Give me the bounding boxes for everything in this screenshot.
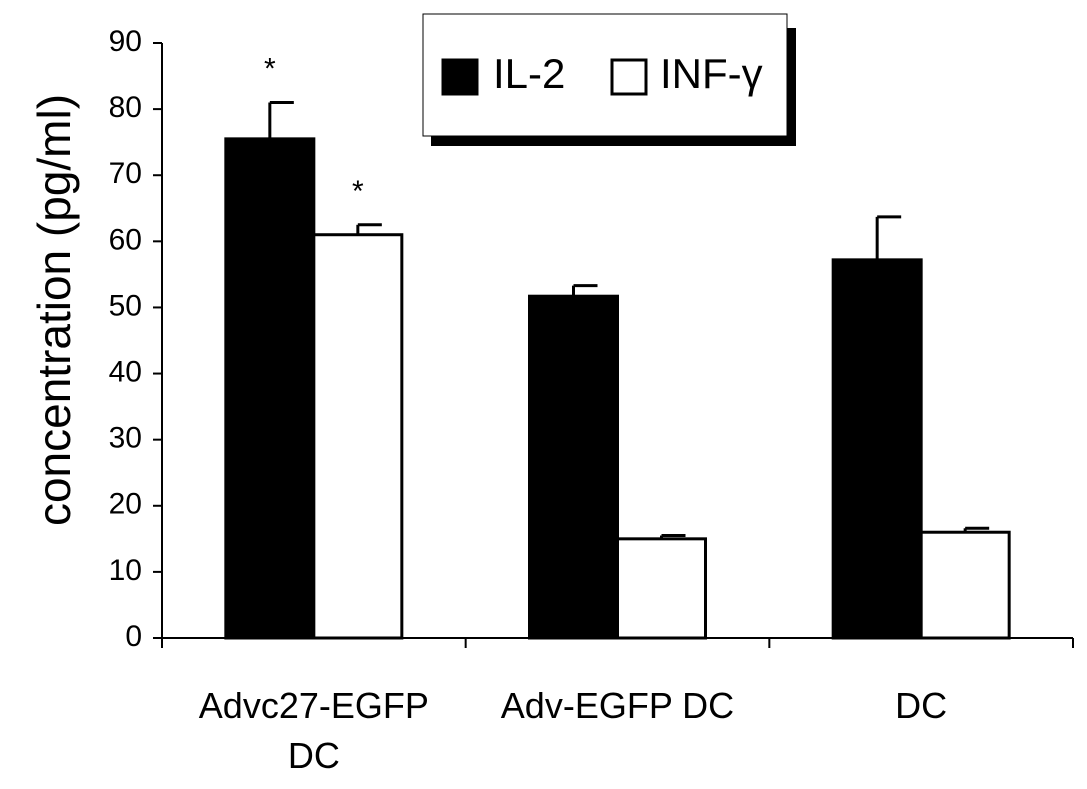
y-tick-label: 90 xyxy=(109,25,142,58)
legend-swatch xyxy=(441,58,479,96)
legend: IL-2 INF-γ xyxy=(422,13,796,146)
x-tick-label: Advc27-EGFP xyxy=(199,685,429,726)
bar xyxy=(224,137,316,640)
bars: ** xyxy=(224,53,1011,640)
y-tick-label: 30 xyxy=(109,422,142,455)
bar xyxy=(312,233,404,640)
bar xyxy=(831,258,923,640)
y-tick-label: 0 xyxy=(125,620,142,653)
bar xyxy=(919,530,1011,640)
y-tick-label: 50 xyxy=(109,289,142,322)
x-tick-label: DC xyxy=(288,735,340,776)
x-tick-label: DC xyxy=(895,685,947,726)
y-tick-label: 80 xyxy=(109,91,142,124)
legend-label: INF-γ xyxy=(660,50,763,97)
y-axis: 0 10 20 30 40 50 60 70 80 90 xyxy=(109,25,163,653)
legend-swatch xyxy=(610,58,648,96)
significance-marker: * xyxy=(264,53,276,86)
x-axis: Advc27-EGFP DC Adv-EGFP DC DC xyxy=(161,637,1074,776)
y-tick-label: 40 xyxy=(109,355,142,388)
y-tick-label: 10 xyxy=(109,554,142,587)
y-tick-label: 70 xyxy=(109,157,142,190)
y-tick-label: 20 xyxy=(109,488,142,521)
significance-marker: * xyxy=(352,175,364,208)
legend-label: IL-2 xyxy=(493,50,565,97)
y-axis-label: concentration (pg/ml) xyxy=(28,94,80,526)
legend-box xyxy=(422,13,788,137)
bar xyxy=(528,294,619,640)
bar xyxy=(616,537,707,640)
x-tick-label: Adv-EGFP DC xyxy=(501,685,734,726)
y-tick-label: 60 xyxy=(109,223,142,256)
